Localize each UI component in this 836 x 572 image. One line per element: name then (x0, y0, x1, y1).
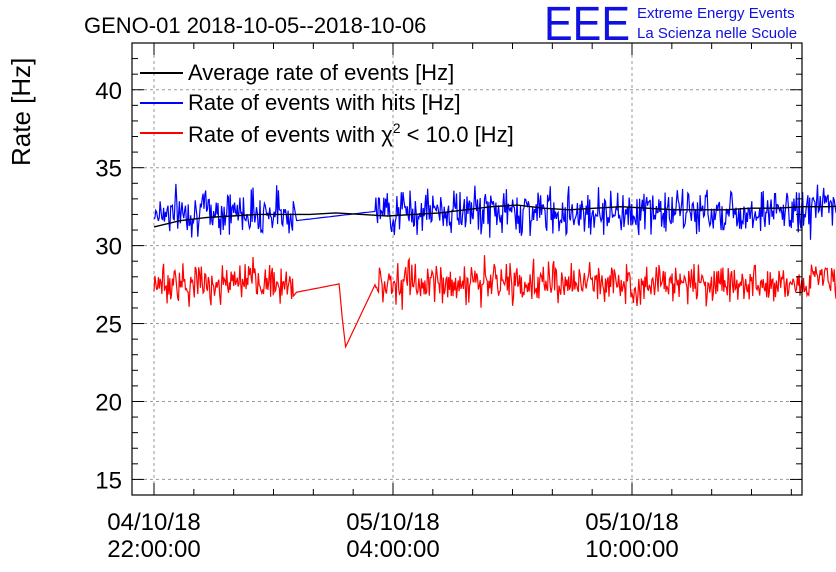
series-line-chi2 (153, 255, 836, 350)
y-tick-label: 40 (95, 78, 122, 105)
legend: Average rate of events [Hz] Rate of even… (140, 60, 514, 147)
series-line-hits (153, 183, 836, 240)
y-tick-label: 35 (95, 156, 122, 183)
grid-lines (132, 43, 802, 495)
legend-label-hits: Rate of events with hits [Hz] (188, 90, 461, 115)
y-tick-label: 20 (95, 389, 122, 416)
x-tick-label-date: 04/10/18 (107, 509, 200, 536)
legend-label-chi2: Rate of events with χ2 < 10.0 [Hz] (188, 120, 514, 147)
x-tick-label-date: 05/10/18 (346, 509, 439, 536)
x-tick-label-time: 22:00:00 (107, 536, 200, 563)
series-layer (153, 183, 836, 350)
chart-title: GENO-01 2018-10-05--2018-10-06 (84, 13, 426, 38)
y-axis-label: Rate [Hz] (6, 58, 36, 166)
axis-ticks (132, 43, 802, 495)
legend-label-average: Average rate of events [Hz] (188, 60, 454, 85)
logo-line-2: La Scienza nelle Scuole (637, 25, 797, 42)
y-tick-label: 15 (95, 467, 122, 494)
tick-labels: 15202530354004/10/1822:00:0005/10/1804:0… (95, 78, 678, 563)
series-line-average (153, 204, 836, 228)
eee-logo: EEE Extreme Energy Events La Scienza nel… (544, 0, 797, 51)
logo-line-1: Extreme Energy Events (637, 5, 795, 22)
x-tick-label-time: 04:00:00 (346, 536, 439, 563)
plot-frame (131, 42, 803, 496)
y-tick-label: 30 (95, 234, 122, 261)
x-tick-label-time: 10:00:00 (585, 536, 678, 563)
x-tick-label-date: 05/10/18 (585, 509, 678, 536)
y-tick-label: 25 (95, 312, 122, 339)
